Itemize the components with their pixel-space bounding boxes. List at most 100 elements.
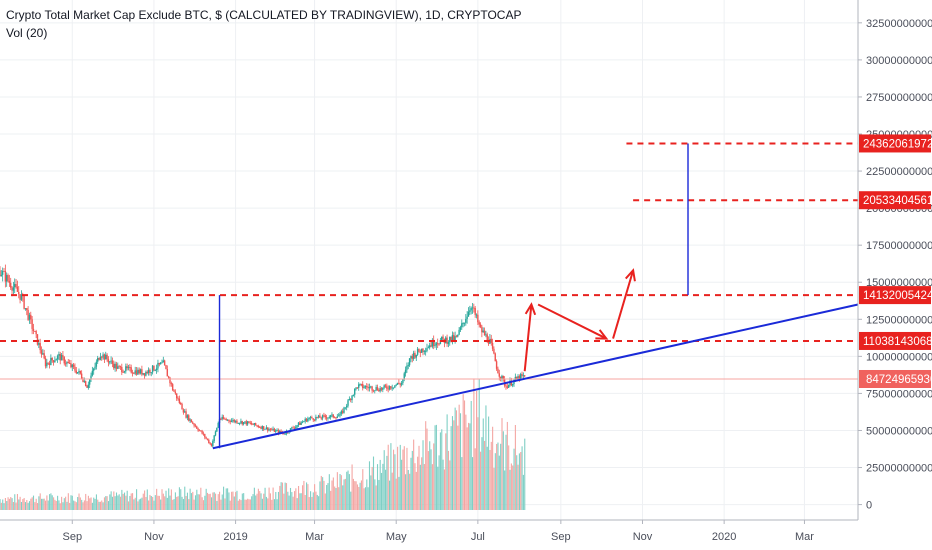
- volume-bar: [90, 497, 92, 510]
- volume-bar: [465, 414, 467, 510]
- chart-header: Crypto Total Market Cap Exclude BTC, $ (…: [6, 6, 521, 42]
- candle-body: [398, 382, 400, 384]
- candle-body: [518, 376, 521, 380]
- volume-bar: [233, 496, 235, 510]
- volume-bar: [198, 494, 201, 510]
- candle-body: [170, 383, 173, 385]
- candle-body: [155, 368, 158, 370]
- candle-body: [23, 296, 25, 309]
- candle-body: [307, 418, 309, 422]
- volume-bar: [257, 488, 259, 510]
- candle-body: [214, 431, 217, 436]
- candle-body: [471, 307, 474, 309]
- candle-body: [113, 363, 115, 369]
- candle-body: [271, 429, 273, 431]
- candle-body: [349, 399, 352, 401]
- candle-body: [252, 424, 254, 426]
- volume-bar: [111, 496, 114, 510]
- volume-bar: [438, 455, 440, 510]
- volume-bar: [481, 437, 483, 510]
- horizontal-levels: [0, 142, 858, 342]
- candle-body: [438, 343, 440, 345]
- volume-bar: [39, 493, 41, 510]
- candle-body: [368, 386, 371, 389]
- candle-body: [345, 405, 348, 408]
- volume-bar: [467, 422, 470, 510]
- volume-bar: [459, 413, 462, 510]
- volume-bar: [95, 494, 97, 510]
- volume-bar: [300, 493, 302, 510]
- volume-bar: [516, 455, 518, 510]
- candle-body: [188, 415, 190, 421]
- volume-bar: [502, 431, 504, 510]
- volume-bar: [332, 477, 334, 510]
- candle-body: [275, 430, 277, 432]
- candle-body: [121, 366, 123, 373]
- candle-body: [185, 411, 187, 418]
- volume-bar: [327, 483, 329, 510]
- candle-body: [470, 308, 472, 311]
- volume-bar: [441, 429, 443, 510]
- candle-body: [237, 422, 239, 424]
- x-tick-label: Sep: [551, 531, 571, 543]
- y-tick-label: 25000000000: [866, 463, 932, 475]
- volume-bar: [263, 493, 265, 510]
- candle-body: [234, 420, 237, 422]
- volume-bar: [443, 469, 445, 510]
- candle-body: [105, 354, 107, 360]
- volume-bar: [433, 443, 435, 510]
- volume-bar: [429, 441, 431, 510]
- candle-body: [257, 425, 260, 428]
- volume-bar: [189, 488, 191, 510]
- volume-bar: [107, 501, 110, 510]
- volume-bar: [520, 452, 522, 510]
- candle-body: [162, 360, 165, 363]
- volume-bar: [261, 498, 263, 510]
- volume-bar: [220, 499, 222, 510]
- volume-bar: [304, 494, 306, 510]
- volume-bar: [518, 453, 520, 510]
- candle-body: [109, 361, 111, 363]
- volume-bar: [374, 479, 376, 510]
- candle-body: [240, 421, 242, 423]
- candle-body: [372, 390, 375, 392]
- candle-body: [499, 376, 502, 379]
- candle-body: [324, 415, 326, 418]
- candle-body: [431, 339, 434, 347]
- candle-body: [111, 360, 114, 364]
- volume-bar: [154, 495, 156, 510]
- candle-body: [32, 328, 35, 332]
- volume-bar: [126, 490, 128, 510]
- candle-body: [84, 381, 87, 387]
- volume-bar: [506, 421, 508, 510]
- candle-body: [478, 322, 480, 325]
- candle-body: [38, 343, 40, 345]
- volume-bar: [53, 497, 55, 510]
- volume-bar: [362, 469, 364, 510]
- volume-bar: [16, 493, 19, 510]
- candle-body: [241, 421, 243, 425]
- volume-bar: [8, 498, 10, 510]
- candle-body: [208, 439, 210, 443]
- volume-bar: [102, 502, 104, 510]
- candle-body: [461, 323, 463, 328]
- candle-body: [305, 418, 308, 422]
- arrow-shaft: [523, 304, 533, 372]
- candle-body: [292, 427, 294, 429]
- volume-bar: [11, 498, 13, 510]
- volume-bar: [364, 487, 367, 510]
- candle-body: [383, 385, 385, 388]
- candle-body: [293, 428, 296, 429]
- candles: [0, 264, 526, 448]
- volume-bar: [79, 497, 81, 510]
- volume-bar: [383, 450, 385, 510]
- volume-bar: [161, 489, 163, 510]
- candle-body: [137, 369, 139, 375]
- volume-bar: [480, 451, 482, 510]
- projection-arrow: [523, 302, 537, 372]
- volume-bar: [240, 500, 242, 510]
- candle-body: [375, 387, 377, 391]
- candle-body: [173, 390, 175, 392]
- volume-bar: [94, 498, 96, 510]
